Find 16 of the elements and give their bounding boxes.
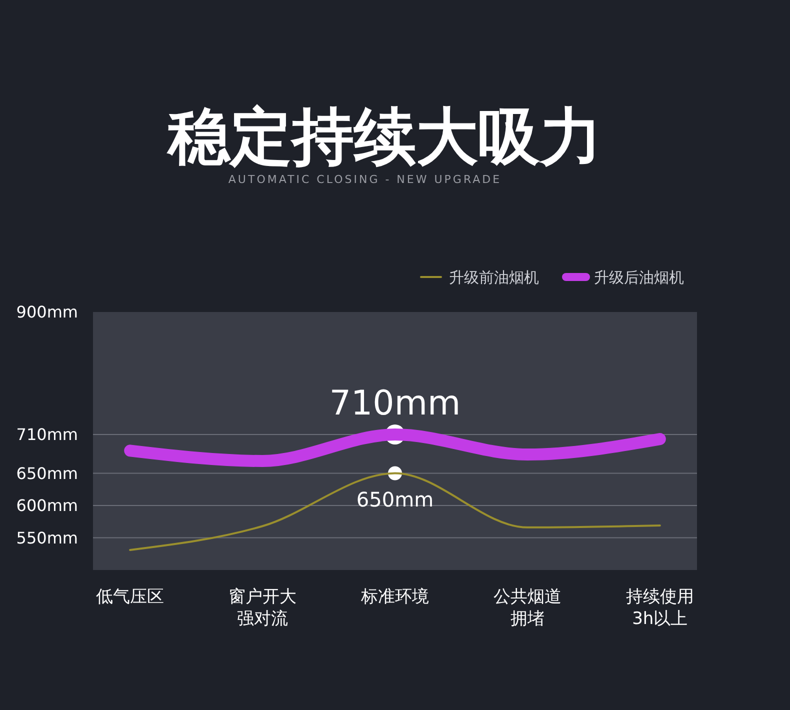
legend-label: 升级前油烟机	[449, 268, 539, 286]
y-tick-label: 600mm	[16, 496, 78, 516]
x-tick-label: 标准环境	[360, 587, 429, 607]
y-tick-label: 710mm	[16, 425, 78, 444]
x-tick-label: 窗户开大强对流	[228, 587, 297, 629]
y-tick-label: 650mm	[16, 464, 78, 483]
chart-subtitle: AUTOMATIC CLOSING - NEW UPGRADE	[228, 173, 502, 186]
y-tick-label: 900mm	[16, 302, 78, 322]
annotation: 710mm	[329, 384, 461, 424]
x-tick-label: 公共烟道拥堵	[493, 587, 562, 629]
legend-label: 升级后油烟机	[594, 268, 684, 286]
y-tick-label: 550mm	[16, 528, 78, 548]
annotation: 650mm	[356, 487, 434, 512]
chart-title: 稳定持续大吸力	[166, 100, 602, 173]
x-tick-label: 持续使用3h以上	[626, 587, 694, 629]
x-tick-label: 低气压区	[96, 587, 164, 607]
